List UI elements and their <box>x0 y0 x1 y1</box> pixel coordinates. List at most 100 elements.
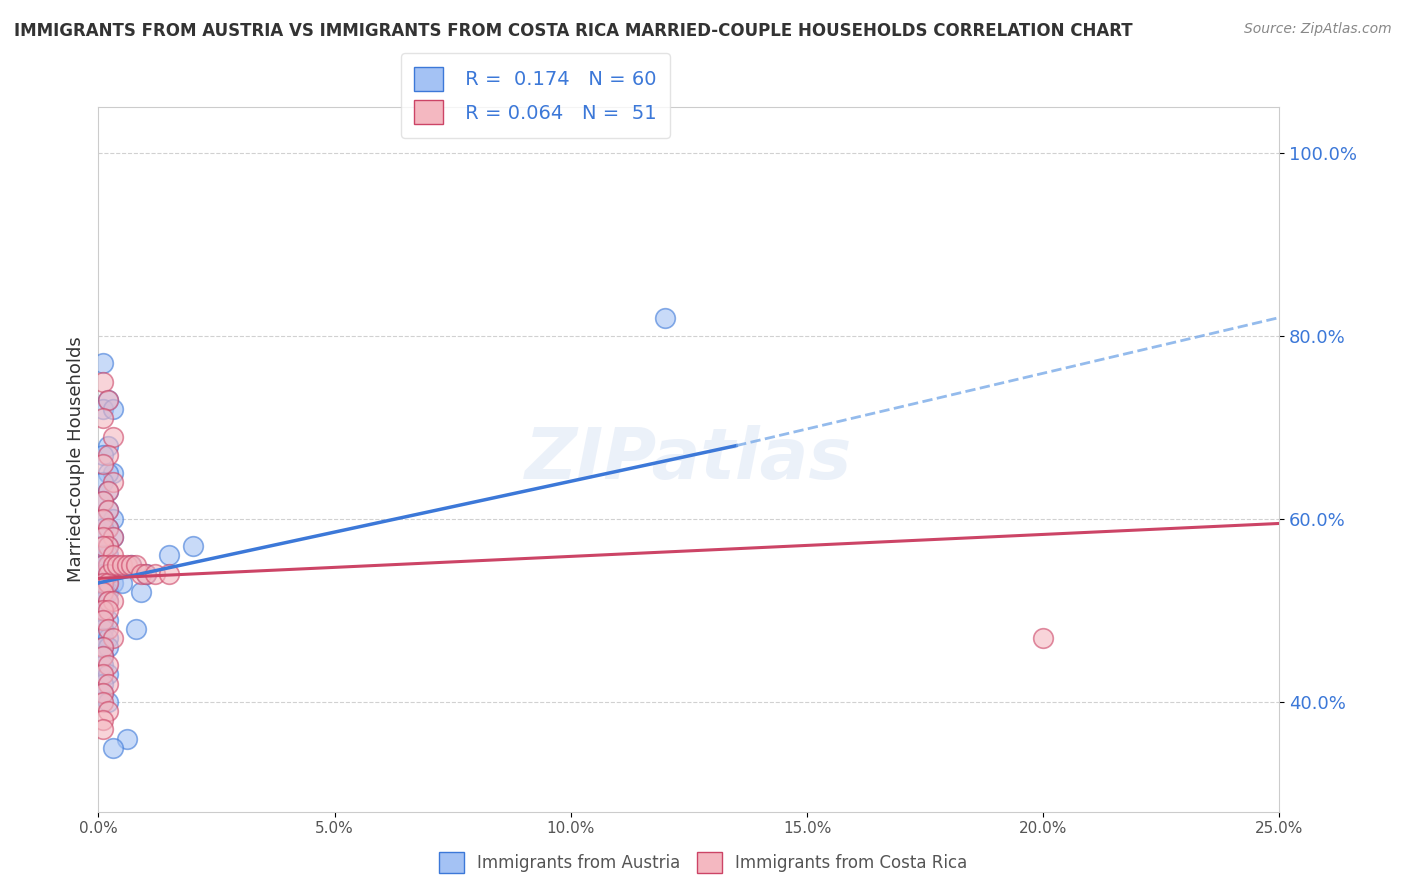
Point <box>97 539 120 553</box>
Point <box>97 695 120 709</box>
Point <box>97 594 120 608</box>
Point <box>111 576 134 591</box>
Point <box>125 622 148 636</box>
Point <box>97 667 120 681</box>
Point <box>91 695 114 709</box>
Point <box>97 539 120 553</box>
Point <box>91 585 114 599</box>
Point <box>97 484 120 499</box>
Point <box>91 521 114 535</box>
Point <box>121 558 143 572</box>
Point <box>97 603 120 617</box>
Point <box>91 566 114 581</box>
Point <box>101 549 124 563</box>
Point <box>101 402 124 417</box>
Point <box>91 603 114 617</box>
Point <box>91 640 114 654</box>
Point <box>105 558 128 572</box>
Point <box>97 392 120 407</box>
Point <box>91 686 114 700</box>
Point <box>97 439 120 453</box>
Point <box>101 475 124 490</box>
Point <box>101 429 124 443</box>
Point <box>97 576 120 591</box>
Point <box>97 521 120 535</box>
Point <box>97 466 120 480</box>
Point <box>97 392 120 407</box>
Point <box>97 558 120 572</box>
Point <box>97 585 120 599</box>
Point <box>97 704 120 718</box>
Point <box>97 558 120 572</box>
Point <box>91 649 114 664</box>
Point <box>97 566 120 581</box>
Point <box>91 448 114 462</box>
Point <box>91 512 114 526</box>
Legend:  R =  0.174   N = 60,  R = 0.064   N =  51: R = 0.174 N = 60, R = 0.064 N = 51 <box>401 54 671 137</box>
Point <box>121 558 143 572</box>
Point <box>91 613 114 627</box>
Point <box>91 356 114 370</box>
Point <box>91 576 114 591</box>
Point <box>97 658 120 673</box>
Point <box>91 631 114 645</box>
Point <box>97 622 120 636</box>
Point <box>654 310 676 325</box>
Text: Source: ZipAtlas.com: Source: ZipAtlas.com <box>1244 22 1392 37</box>
Point <box>91 713 114 727</box>
Point <box>97 576 120 591</box>
Point <box>91 658 114 673</box>
Point <box>97 502 120 516</box>
Point <box>91 411 114 425</box>
Point <box>91 613 114 627</box>
Point <box>97 594 120 608</box>
Point <box>111 558 134 572</box>
Point <box>97 640 120 654</box>
Point <box>97 448 120 462</box>
Point <box>91 493 114 508</box>
Point <box>91 402 114 417</box>
Point <box>129 566 152 581</box>
Point <box>101 530 124 544</box>
Point <box>97 558 120 572</box>
Point <box>135 566 157 581</box>
Point <box>91 558 114 572</box>
Point <box>101 512 124 526</box>
Point <box>101 576 124 591</box>
Point <box>91 649 114 664</box>
Point <box>97 631 120 645</box>
Point <box>101 466 124 480</box>
Point <box>129 585 152 599</box>
Point <box>91 539 114 553</box>
Point <box>97 549 120 563</box>
Point <box>97 613 120 627</box>
Point <box>101 740 124 755</box>
Point <box>101 594 124 608</box>
Point <box>97 502 120 516</box>
Point <box>91 622 114 636</box>
Point <box>91 375 114 389</box>
Point <box>1032 631 1054 645</box>
Point <box>97 521 120 535</box>
Point <box>97 484 120 499</box>
Point <box>101 558 124 572</box>
Y-axis label: Married-couple Households: Married-couple Households <box>66 336 84 582</box>
Point <box>91 539 114 553</box>
Point <box>91 640 114 654</box>
Point <box>91 676 114 690</box>
Point <box>91 549 114 563</box>
Point <box>91 723 114 737</box>
Point <box>91 512 114 526</box>
Point <box>91 585 114 599</box>
Point <box>91 667 114 681</box>
Point <box>101 558 124 572</box>
Point <box>135 566 157 581</box>
Point <box>91 594 114 608</box>
Text: ZIPatlas: ZIPatlas <box>526 425 852 494</box>
Point <box>115 558 138 572</box>
Point <box>125 558 148 572</box>
Point <box>97 676 120 690</box>
Point <box>181 539 204 553</box>
Point <box>91 493 114 508</box>
Point <box>91 530 114 544</box>
